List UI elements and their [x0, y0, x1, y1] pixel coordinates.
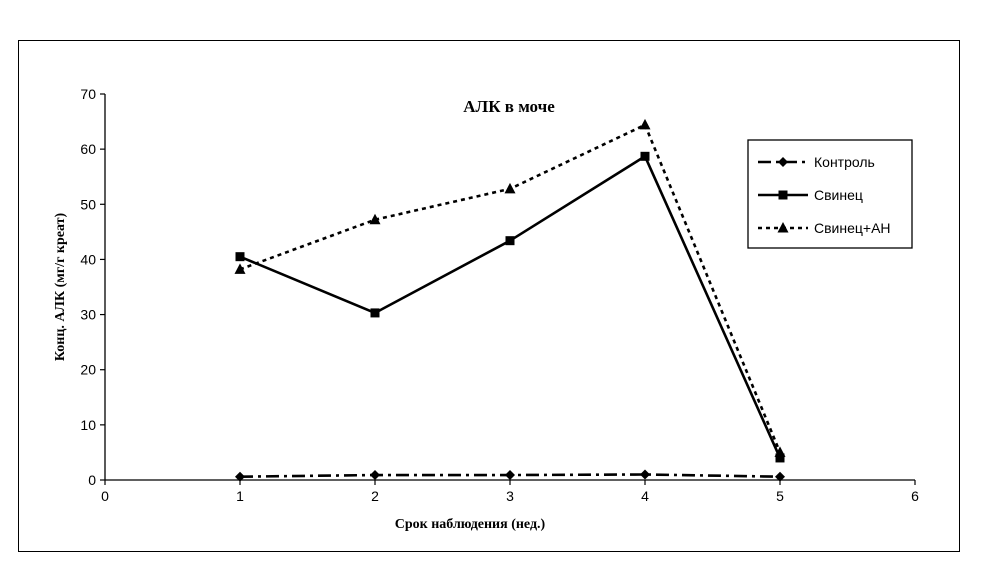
y-axis-title: Конц. АЛК (мг/г креат): [53, 213, 68, 362]
data-point: [775, 453, 785, 463]
y-tick-label: 70: [80, 86, 96, 102]
legend: Контроль Свинец Свинец+АН: [758, 154, 891, 236]
x-tick-label: 4: [641, 488, 649, 504]
x-tick-label: 6: [911, 488, 919, 504]
y-tick-label: 20: [80, 362, 96, 378]
legend-label: Контроль: [814, 154, 875, 170]
legend-marker: [778, 157, 788, 167]
x-tick-label: 1: [236, 488, 244, 504]
data-point: [640, 151, 650, 161]
data-point: [234, 263, 246, 274]
series-2: [235, 151, 785, 463]
series-3: [234, 118, 786, 457]
data-point: [504, 182, 516, 194]
series-1: [235, 469, 785, 482]
x-tick-label: 2: [371, 488, 379, 504]
x-tick-label: 0: [101, 488, 109, 504]
data-point: [505, 470, 515, 481]
data-point: [235, 471, 245, 482]
y-tick-label: 50: [80, 196, 96, 212]
series-layer: [234, 118, 786, 482]
x-tick-label: 5: [776, 488, 784, 504]
data-point: [235, 252, 245, 262]
data-point: [370, 308, 380, 318]
x-tick-label: 3: [506, 488, 514, 504]
series-line: [239, 154, 782, 459]
data-point: [640, 469, 650, 480]
series-line: [239, 123, 782, 453]
data-point: [505, 236, 515, 246]
data-point: [369, 213, 381, 225]
legend-marker: [778, 190, 788, 200]
data-point: [775, 471, 785, 482]
legend-label: Свинец: [814, 187, 863, 203]
x-axis-title: Срок наблюдения (нед.): [395, 517, 546, 532]
y-tick-label: 30: [80, 307, 96, 323]
y-tick-label: 0: [88, 472, 96, 488]
chart-title: АЛК в моче: [463, 97, 555, 116]
data-point: [639, 118, 651, 130]
data-point: [370, 470, 380, 481]
legend-label: Свинец+АН: [814, 220, 891, 236]
y-tick-label: 10: [80, 417, 96, 433]
y-tick-label: 40: [80, 251, 96, 267]
legend-marker: [777, 222, 789, 233]
y-tick-label: 60: [80, 141, 96, 157]
chart-frame: [18, 40, 960, 552]
data-point: [774, 446, 786, 457]
